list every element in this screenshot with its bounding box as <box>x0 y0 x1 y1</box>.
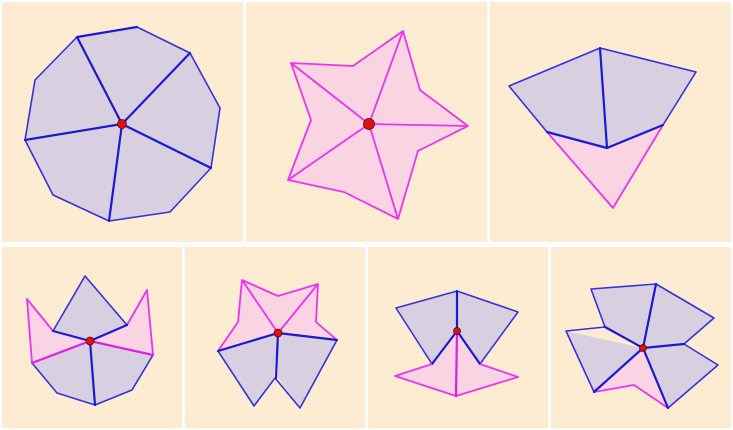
star-radial-edges <box>287 30 469 220</box>
hourglass-pink-axis <box>454 329 459 398</box>
pinwheel-outline <box>590 283 719 409</box>
star-figure <box>287 30 469 220</box>
panel-bowtie-star <box>185 247 365 428</box>
center-point <box>117 119 127 129</box>
hourglass-figure <box>394 289 519 398</box>
decagon-radial-edges <box>23 25 213 223</box>
center-point <box>639 344 647 352</box>
panel-decagon <box>2 2 243 242</box>
star-fold-pink-radials <box>241 279 319 334</box>
pink-fold-outline <box>593 384 669 409</box>
star-fold-figure <box>216 279 339 409</box>
left-wing-fill <box>27 299 90 363</box>
star-fold-blue-radials <box>216 331 339 380</box>
fan-strong-edges <box>545 46 665 150</box>
crown-radial-edges <box>51 323 129 407</box>
top-kite-fill <box>53 276 127 341</box>
decagon-outline <box>24 26 221 222</box>
pinwheel-left-blade <box>565 326 606 393</box>
kite-figure <box>508 46 697 209</box>
right-wing-edges <box>126 289 154 356</box>
left-wing-edges <box>26 298 54 364</box>
center-point <box>363 118 375 130</box>
star-outline <box>287 30 469 220</box>
hourglass-blue-edges <box>430 289 482 366</box>
right-wing-fill <box>90 290 153 355</box>
center-point <box>273 328 283 338</box>
panel-crown <box>2 247 182 428</box>
bottom-right-flap-fill <box>278 333 337 408</box>
center-point <box>453 327 461 335</box>
panel-hourglass <box>368 247 548 428</box>
top-star-outline <box>237 279 338 341</box>
center-point <box>85 336 95 346</box>
panel-star <box>246 2 487 242</box>
panel-kite <box>490 2 731 242</box>
crown-pink-edges <box>30 339 155 365</box>
panel-pinwheel <box>551 247 731 428</box>
bottom-left-flap-fill <box>218 333 278 406</box>
top-star-left-edge <box>217 321 239 352</box>
folded-triangle-edges <box>546 124 664 209</box>
pinwheel-figure <box>565 282 719 410</box>
folded-triangle-fill <box>547 125 663 208</box>
pinwheel-radial-edges <box>592 282 686 410</box>
pink-fold-fill <box>594 348 668 408</box>
decagon-figure <box>23 25 221 223</box>
top-kite-outline <box>52 275 128 332</box>
crown-figure <box>26 275 155 407</box>
